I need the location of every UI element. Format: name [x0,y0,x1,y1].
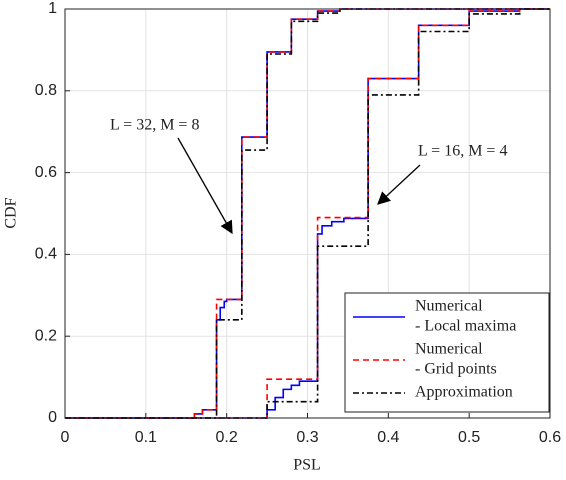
y-tick-label: 0.8 [35,82,57,99]
x-tick-label: 0.2 [216,429,238,446]
x-axis-label: PSL [293,457,321,474]
x-tick-label: 0.1 [135,429,157,446]
y-tick-label: 1 [48,0,57,17]
step-line [65,8,550,419]
step-line [65,8,550,419]
x-tick-label: 0.6 [539,429,561,446]
legend-label: Numerical [415,341,483,358]
legend-label: Approximation [415,384,513,401]
annotation-arrow [177,137,233,235]
annotation: L = 32, M = 8 [110,117,199,134]
y-tick-label: 0.2 [35,327,57,344]
legend: Numerical - Local maxima Numerical - Grid p… [344,292,550,413]
y-tick-label: 0.6 [35,164,57,181]
annotation: L = 16, M = 4 [418,143,507,160]
step-line [65,8,550,419]
annotation-arrow [377,164,421,205]
x-tick-label: 0.3 [296,429,318,446]
y-tick-label: 0 [48,409,57,426]
step-line [65,8,550,419]
legend-box [344,292,550,413]
x-tick-label: 0 [61,429,70,446]
x-tick-label: 0.4 [377,429,399,446]
legend-label: - Local maxima [415,318,516,335]
x-tick-label: 0.5 [458,429,480,446]
legend-label: Numerical [415,298,483,315]
y-axis-label: CDF [3,197,20,228]
y-tick-label: 0.4 [35,246,57,263]
legend-label: - Grid points [415,361,497,378]
